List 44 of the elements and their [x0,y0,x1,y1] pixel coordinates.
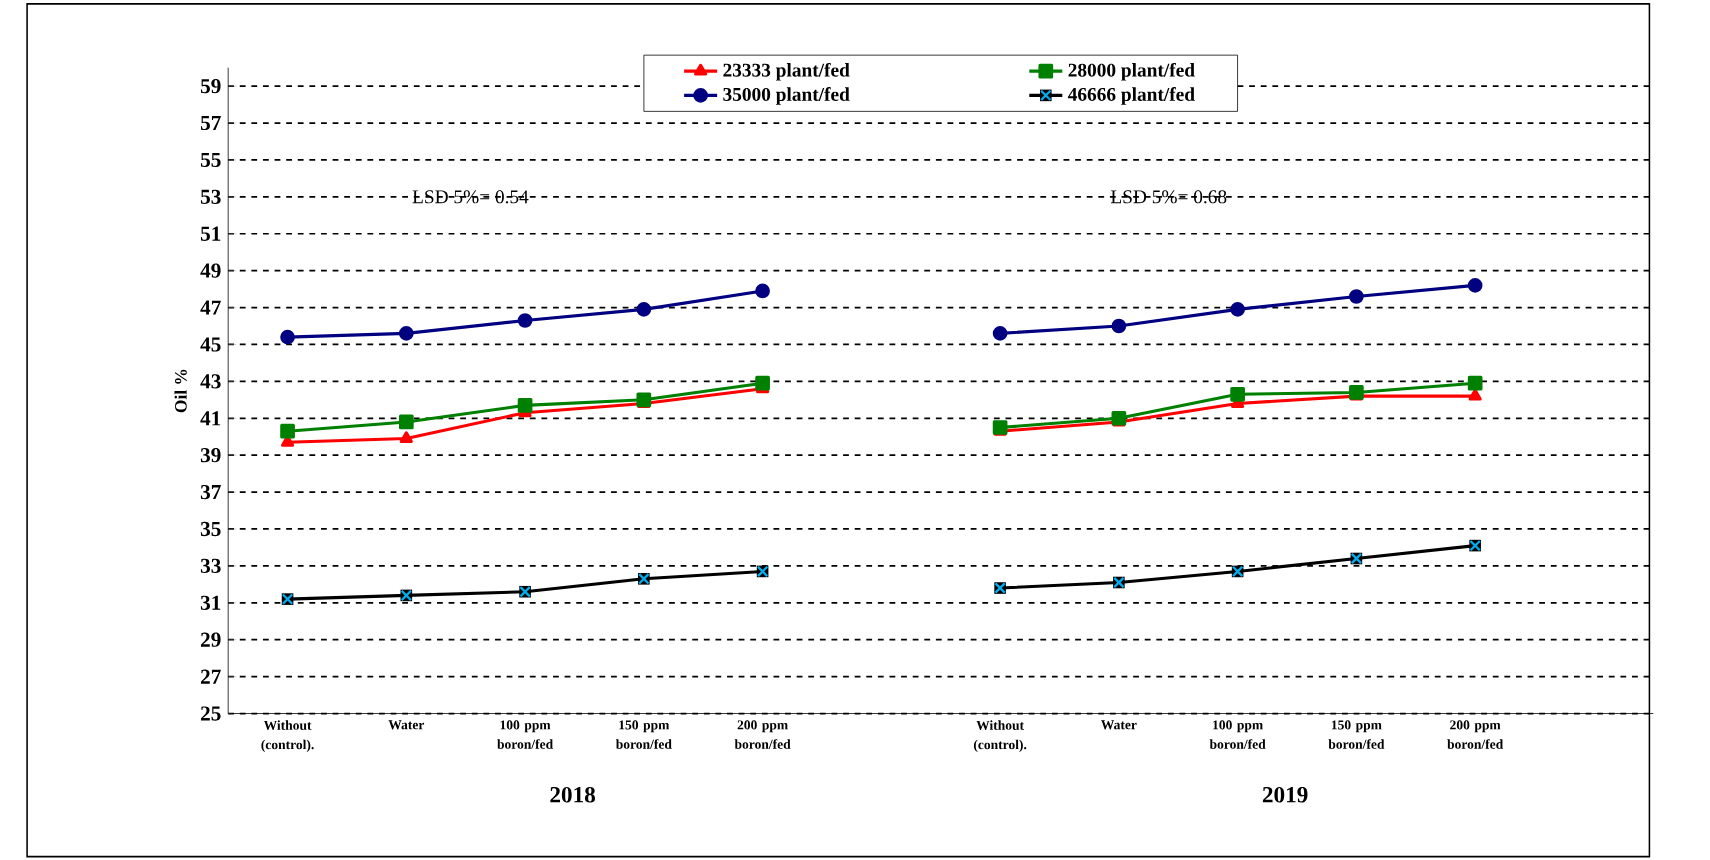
point [755,283,770,299]
point [399,431,413,443]
annotation: LSD 5%= 0.68 [1110,190,1227,204]
point [1111,318,1127,334]
point [992,325,1008,341]
point [1467,375,1483,391]
point [280,423,295,439]
text: 2019 [1262,786,1308,803]
point [280,329,295,345]
y-tick-label: 51 [200,226,221,241]
point [398,414,414,430]
y-tick-label: 35 [200,521,221,536]
y-tick-label: 29 [200,632,221,647]
point [636,301,652,317]
y-tick-label: 37 [200,484,221,500]
point [517,397,533,413]
y-tick-label: 27 [200,669,221,684]
point [1468,388,1482,401]
point [755,375,770,391]
text: 2018 [550,786,596,803]
point [1230,386,1245,402]
y-tick-label: 57 [200,115,221,130]
point [1349,288,1364,304]
y-tick-label: 45 [200,337,221,352]
y-tick-label: 31 [200,595,221,610]
legend-label: 46666 plant/fed [1067,86,1195,105]
y-tick-label: 25 [200,706,221,721]
point [517,312,533,328]
y-tick-label: 39 [200,447,221,463]
y-tick-label: 53 [200,189,221,204]
y-axis-title: Oil % [174,369,187,413]
legend-label: 28000 plant/fed [1068,62,1195,81]
point [398,325,414,341]
y-tick-label: 55 [200,152,221,167]
y-tick-label: 59 [200,78,221,94]
y-tick-label: 43 [200,374,221,389]
point [1230,301,1245,317]
y-tick-label: 49 [200,263,221,278]
point [1467,277,1483,293]
legend-label: 35000 plant/fed [723,86,850,105]
legend-label: 23333 plant/fed [723,62,850,81]
y-tick-label: 33 [200,558,221,573]
y-tick-label: 47 [200,300,221,315]
y-tick-label: 41 [200,411,221,426]
